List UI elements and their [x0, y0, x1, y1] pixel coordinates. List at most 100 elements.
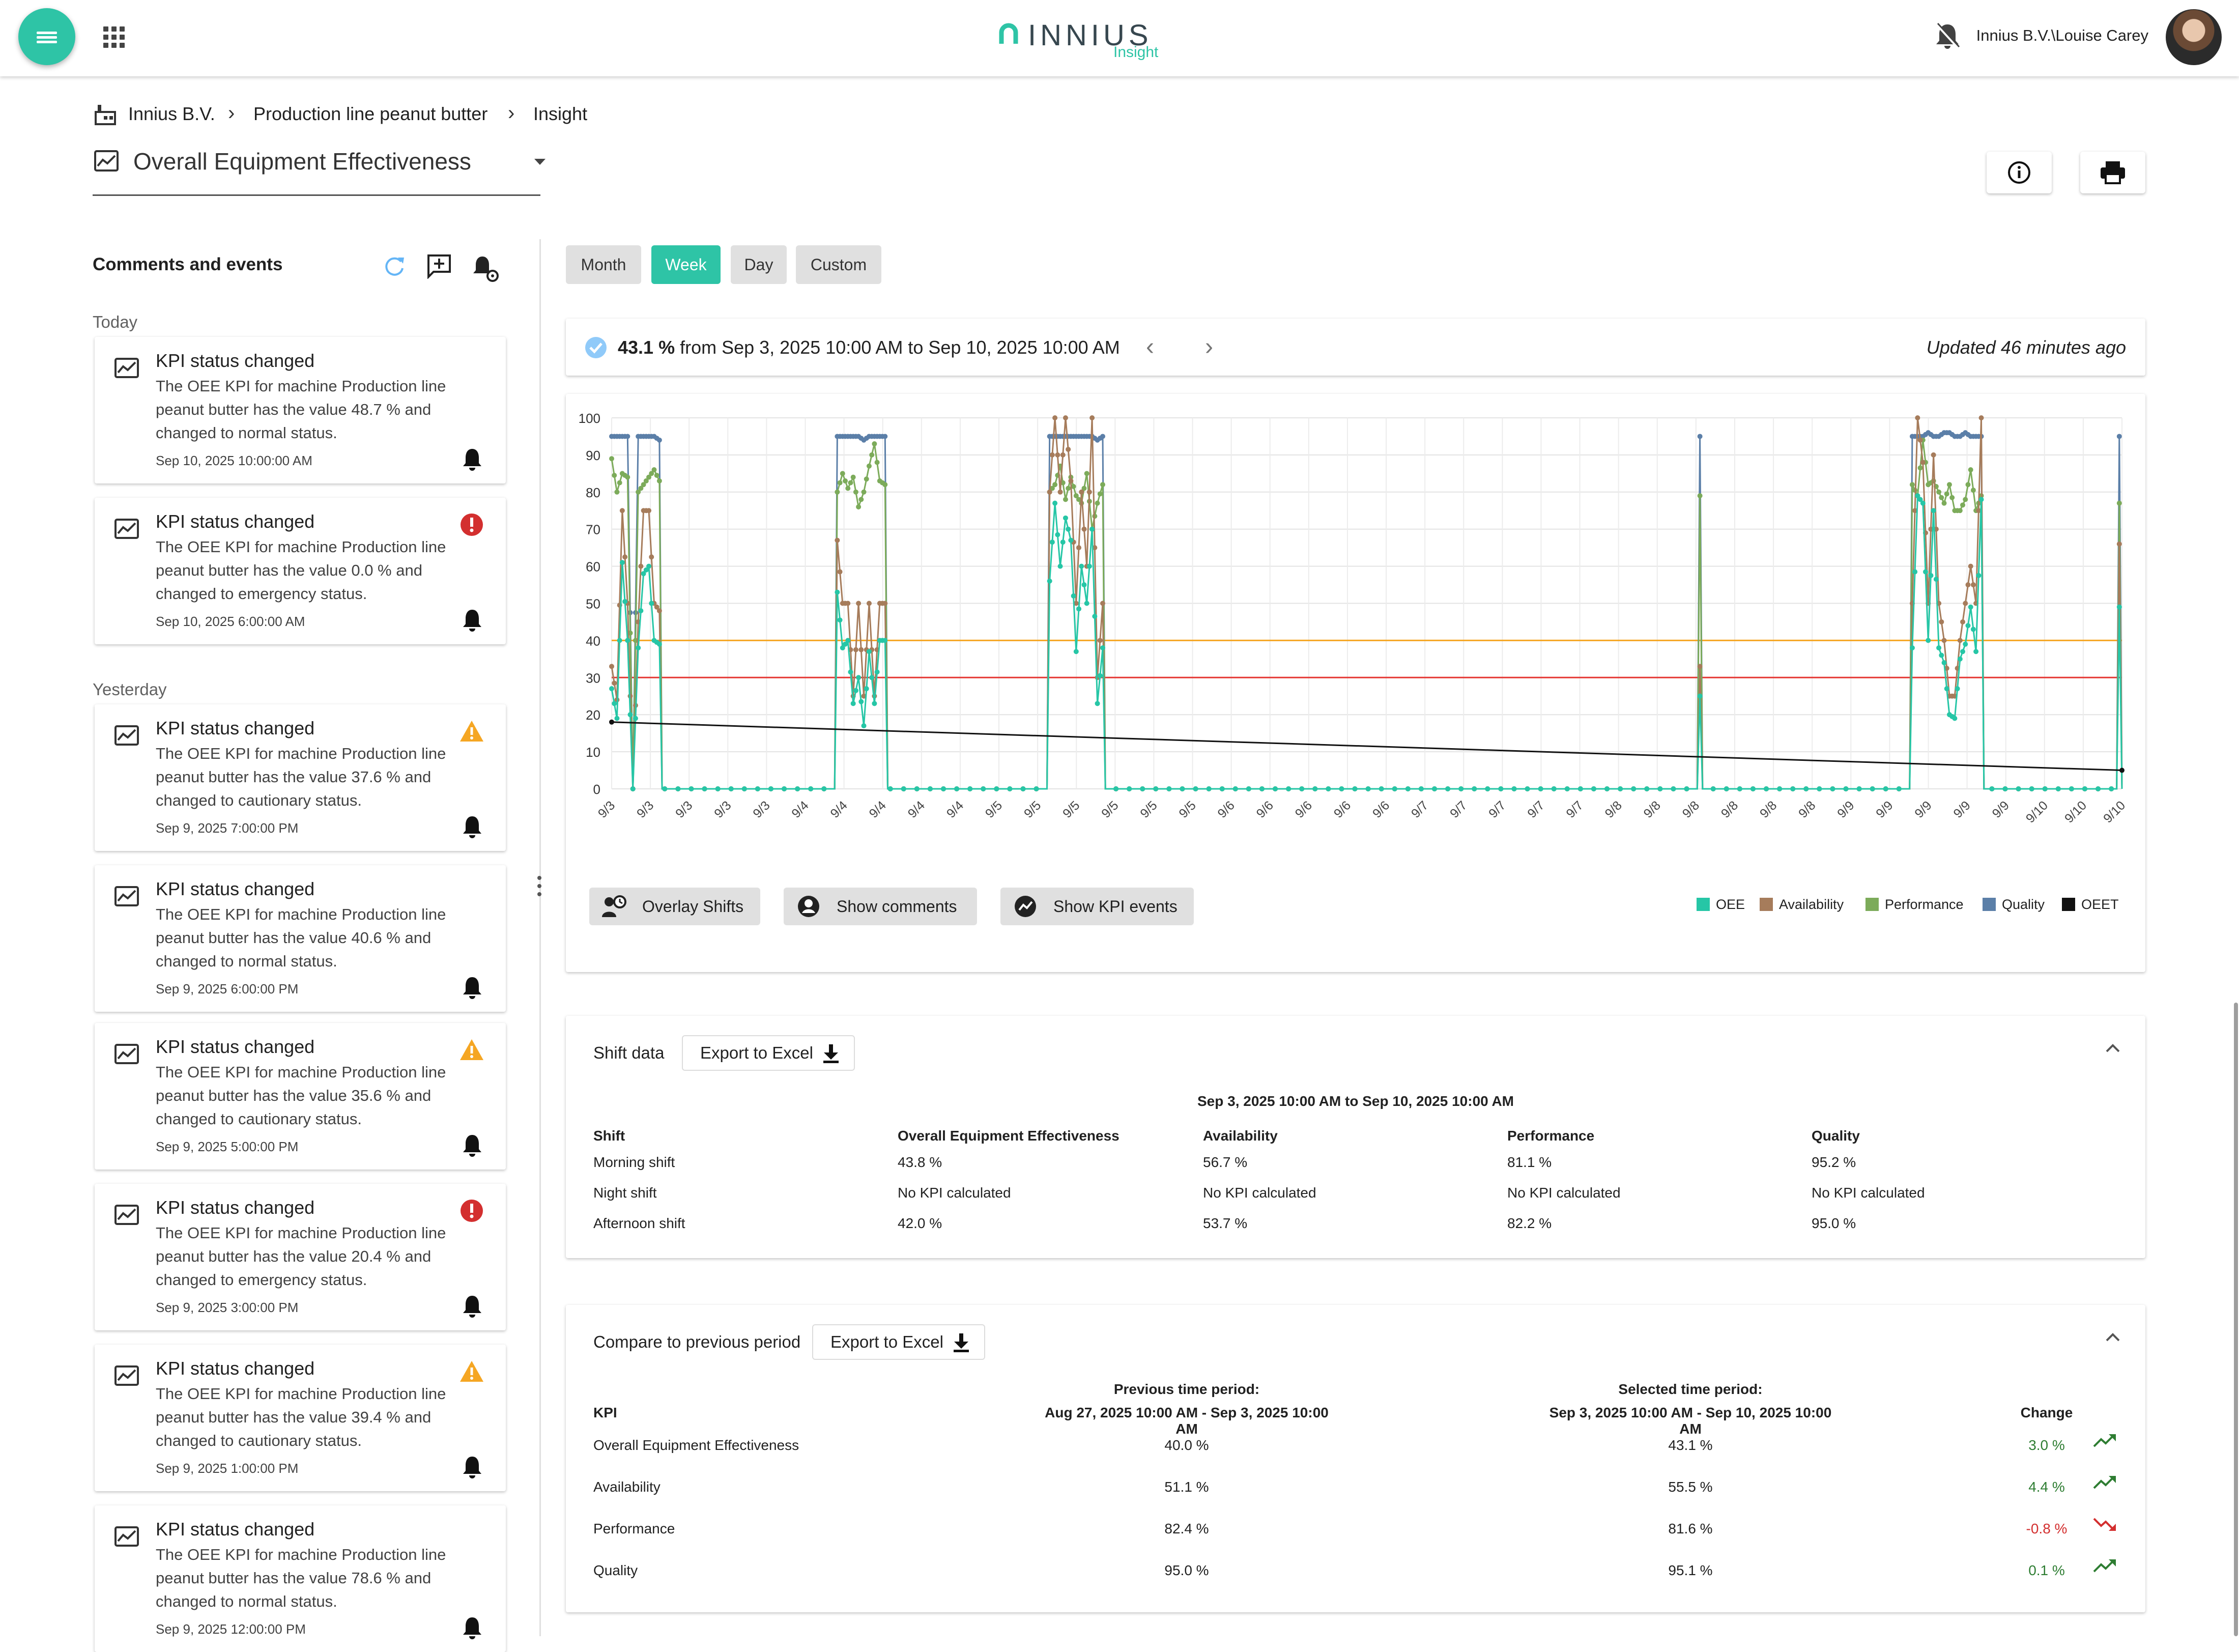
oee-point	[1551, 786, 1557, 791]
oee-point	[1657, 786, 1663, 791]
bell-icon[interactable]	[461, 1133, 483, 1158]
quality-point	[625, 434, 630, 439]
availability-point	[1957, 638, 1963, 643]
availability-point	[1968, 563, 1973, 569]
performance-point	[864, 476, 869, 482]
performance-point	[656, 478, 662, 483]
bell-icon[interactable]	[461, 608, 483, 633]
notification-settings-icon[interactable]	[471, 254, 500, 283]
legend-availability[interactable]: Availability	[1760, 897, 1844, 913]
oee-point	[1970, 626, 1976, 632]
availability-point	[882, 601, 888, 606]
kpi-event-icon	[1015, 896, 1036, 917]
collapse-icon[interactable]	[2105, 1042, 2121, 1053]
oee-point	[856, 675, 862, 680]
bell-icon[interactable]	[461, 814, 483, 840]
panel-divider[interactable]	[539, 239, 541, 1636]
breadcrumb-company[interactable]: Innius B.V.	[128, 103, 215, 124]
performance-point	[638, 486, 644, 491]
availability-point	[1060, 452, 1066, 458]
bell-icon[interactable]	[461, 447, 483, 472]
event-date: Sep 9, 2025 7:00:00 PM	[156, 820, 299, 836]
oee-point	[641, 571, 646, 577]
breadcrumb-machine[interactable]: Production line peanut butter	[253, 103, 488, 124]
event-card[interactable]: KPI status changed The OEE KPI for machin…	[95, 1345, 506, 1491]
x-tick-label: 9/6	[1215, 798, 1238, 820]
collapse-icon[interactable]	[2105, 1331, 2121, 1343]
export-shift-excel-button[interactable]: Export to Excel	[682, 1035, 855, 1071]
menu-button[interactable]	[18, 8, 75, 65]
compare-change-value: 4.4 %	[2028, 1479, 2065, 1495]
availability-point	[1915, 415, 1920, 420]
oee-point	[1525, 786, 1530, 791]
notifications-off-icon[interactable]	[1934, 21, 1961, 51]
print-button[interactable]	[2080, 152, 2145, 193]
avatar[interactable]	[2166, 9, 2222, 65]
event-title: KPI status changed	[156, 878, 315, 899]
page-scrollbar[interactable]	[2234, 1003, 2238, 1636]
tab-day[interactable]: Day	[731, 245, 787, 284]
event-text: The OEE KPI for machine Production line …	[156, 1224, 446, 1289]
bell-icon[interactable]	[461, 1455, 483, 1480]
show-kpi-events-label: Show KPI events	[1053, 897, 1178, 916]
resize-handle-icon[interactable]	[535, 874, 543, 898]
oee-point	[1206, 786, 1212, 791]
event-card[interactable]: KPI status changed The OEE KPI for machin…	[95, 337, 506, 483]
bell-icon[interactable]	[461, 1615, 483, 1641]
export-compare-excel-button[interactable]: Export to Excel	[812, 1324, 985, 1360]
event-card[interactable]: KPI status changed The OEE KPI for machin…	[95, 704, 506, 851]
performance-point	[1049, 486, 1055, 491]
apps-grid-icon[interactable]	[103, 26, 125, 48]
oee-point	[981, 786, 986, 791]
performance-point	[1944, 491, 1949, 497]
kpi-selector[interactable]: Overall Equipment Effectiveness	[93, 146, 546, 196]
show-comments-button[interactable]: Show comments	[784, 888, 977, 925]
tab-week[interactable]: Week	[651, 245, 721, 284]
oee-point	[850, 701, 856, 706]
bell-icon[interactable]	[461, 975, 483, 1001]
x-tick-label: 9/8	[1680, 798, 1702, 820]
event-card[interactable]: KPI status changed The OEE KPI for machin…	[95, 1184, 506, 1330]
tab-month[interactable]: Month	[566, 245, 641, 284]
shift-cell: 42.0 %	[898, 1215, 942, 1231]
previous-period-icon[interactable]: ‹	[1146, 333, 1154, 360]
oee-point	[1020, 786, 1026, 791]
info-button[interactable]	[1987, 152, 2052, 193]
kpi-column-header: KPI	[593, 1405, 617, 1420]
x-tick-label: 9/6	[1293, 798, 1315, 820]
x-tick-label: 9/4	[944, 798, 966, 820]
bell-icon[interactable]	[461, 1294, 483, 1319]
overlay-shifts-button[interactable]: Overlay Shifts	[589, 888, 760, 925]
performance-point	[1100, 482, 1105, 488]
show-kpi-events-button[interactable]: Show KPI events	[1000, 888, 1194, 925]
oee-point	[1066, 526, 1071, 532]
chevron-right-icon: ›	[228, 102, 235, 124]
oee-point	[1790, 786, 1796, 791]
performance-point	[1960, 502, 1966, 508]
info-icon	[2008, 161, 2030, 184]
legend-performance[interactable]: Performance	[1865, 897, 1964, 913]
trending-up-icon	[2093, 1434, 2116, 1447]
shift-cell: Afternoon shift	[593, 1215, 685, 1231]
event-title: KPI status changed	[156, 1519, 315, 1540]
event-card[interactable]: KPI status changed The OEE KPI for machin…	[95, 498, 506, 644]
add-comment-icon[interactable]	[426, 253, 452, 279]
oee-chart[interactable]: 0 10 20 30 40 50 60 70 80 90 100 9/3 9/3 9/3 9/3 9/3 9/4…	[566, 394, 2145, 882]
x-tick-label: 9/4	[827, 798, 850, 820]
legend-oeet[interactable]: OEET	[2062, 897, 2119, 913]
oee-point	[1963, 641, 1968, 647]
chart-icon	[94, 150, 119, 172]
oee-point	[625, 638, 630, 643]
event-card[interactable]: KPI status changed The OEE KPI for machin…	[95, 1023, 506, 1170]
user-name[interactable]: Innius B.V.\Louise Carey	[1976, 26, 2148, 44]
next-period-icon[interactable]: ›	[1205, 333, 1213, 360]
event-card[interactable]: KPI status changed The OEE KPI for machin…	[95, 865, 506, 1012]
refresh-icon[interactable]	[383, 254, 406, 278]
legend-quality[interactable]: Quality	[1983, 897, 2045, 913]
performance-point	[1963, 497, 1968, 502]
event-card[interactable]: KPI status changed The OEE KPI for machin…	[95, 1505, 506, 1652]
tab-custom[interactable]: Custom	[796, 245, 881, 284]
legend-oee[interactable]: OEE	[1697, 897, 1745, 913]
export-label: Export to Excel	[700, 1043, 813, 1062]
oee-point	[1591, 786, 1596, 791]
